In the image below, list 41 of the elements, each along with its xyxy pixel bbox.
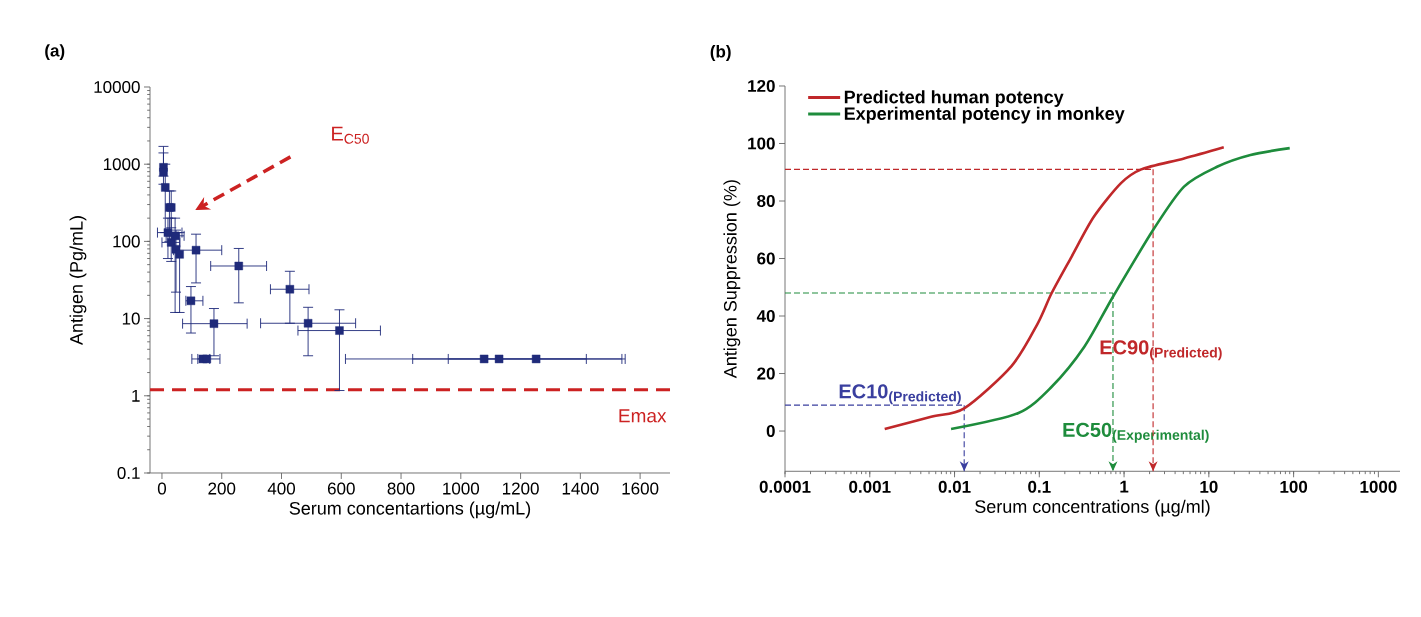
legend-label: Predicted human potency (844, 90, 1064, 107)
y-tick-label: 40 (756, 310, 775, 323)
x-tick-label: 1600 (622, 482, 659, 495)
y-axis-title: Antigen (Pg/mL) (69, 216, 87, 345)
x-tick-label: 1400 (562, 482, 599, 495)
ref-line-label: $\textbf{EC10}_{\textbf{(Predicted)}}$ (839, 384, 961, 405)
y-tick-label: 60 (757, 252, 775, 265)
y-tick-label: 0 (766, 425, 775, 438)
y-tick-label: 100 (113, 235, 140, 248)
y-tick-label: 100 (748, 137, 775, 150)
x-axis-title: Serum concentartions (µg/mL) (289, 501, 531, 519)
y-tick-label: 10 (122, 312, 140, 325)
legend-label: Experimental potency in monkey (844, 106, 1125, 124)
y-axis-title: Antigen Suppression (%) (723, 180, 741, 379)
x-tick-label: 400 (267, 482, 296, 495)
y-tick-label: 1000 (103, 158, 140, 171)
x-tick-label: 100 (1280, 480, 1308, 493)
y-tick-label: 80 (757, 194, 775, 208)
y-tick-label: 10000 (94, 80, 140, 94)
annotation: E$_{C50}$ (332, 126, 369, 144)
x-tick-label: 1200 (502, 482, 539, 495)
x-tick-label: 600 (327, 482, 355, 495)
y-tick-label: 120 (748, 79, 775, 93)
y-tick-label: 0.1 (117, 466, 140, 480)
x-tick-label: 0 (157, 482, 167, 495)
y-tick-label: 20 (757, 367, 775, 380)
y-tick-label: 1 (132, 389, 140, 402)
x-tick-label: 0.0001 (759, 480, 811, 493)
x-tick-label: 1 (1120, 480, 1129, 493)
x-tick-label: 0.01 (938, 480, 971, 493)
x-tick-label: 800 (387, 482, 415, 495)
x-tick-label: 10 (1200, 480, 1218, 493)
ref-line-label: Emax (619, 409, 667, 423)
x-axis-title: Serum concentrations (µg/ml) (975, 499, 1210, 517)
x-tick-label: 1000 (1360, 480, 1397, 493)
chart-title: (b) (710, 45, 731, 61)
chart-title: (a) (45, 44, 65, 60)
x-tick-label: 0.001 (849, 480, 891, 493)
x-tick-label: 1000 (443, 482, 480, 495)
x-tick-label: 0.1 (1028, 480, 1051, 493)
x-tick-label: 200 (208, 482, 236, 495)
